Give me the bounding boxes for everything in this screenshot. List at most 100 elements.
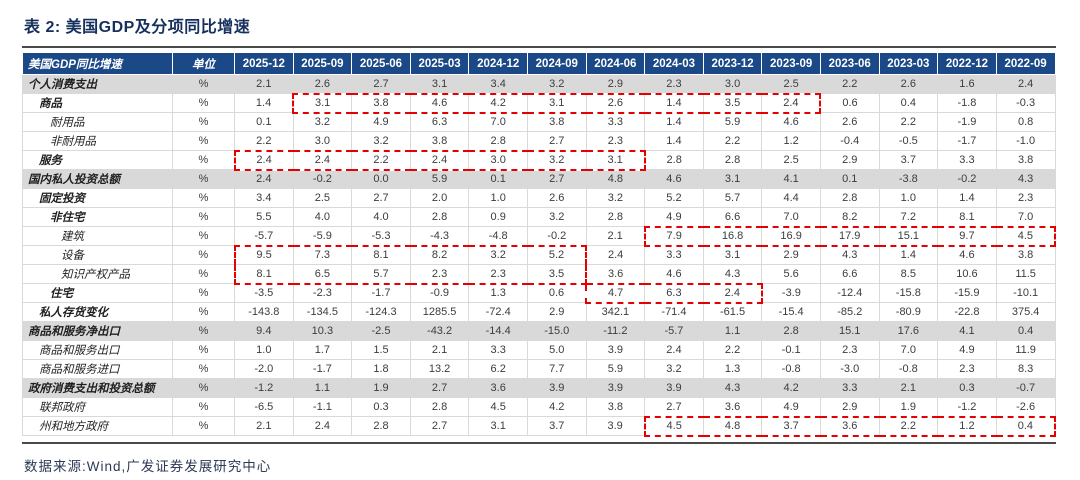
value-cell: -0.7 xyxy=(995,378,1056,398)
value-cell: 6.6 xyxy=(819,264,880,284)
value-cell: -1.7 xyxy=(292,359,353,379)
value-cell: 3.9 xyxy=(585,416,646,436)
value-cell: -3.8 xyxy=(878,169,939,189)
value-cell: 4.9 xyxy=(644,207,704,227)
value-cell: 2.4 xyxy=(644,340,704,360)
value-cell: 2.5 xyxy=(761,74,821,94)
column-header: 2022-12 xyxy=(937,52,997,75)
value-cell: -15.8 xyxy=(878,283,939,303)
value-cell: 2.1 xyxy=(409,340,470,360)
value-cell: -2.3 xyxy=(292,283,353,303)
value-cell: -15.4 xyxy=(761,302,821,322)
value-cell: -1.9 xyxy=(937,112,997,132)
value-cell: 3.4 xyxy=(468,74,528,94)
value-cell: 342.1 xyxy=(585,302,646,322)
value-cell: -11.2 xyxy=(585,321,646,341)
table-row: 商品和服务出口% 1.0 1.7 1.5 2.1 3.3 5.0 3.9 2.4 2.2 -0.1 2… xyxy=(22,340,1056,360)
value-cell: -5.7 xyxy=(644,321,704,341)
value-cell: -80.9 xyxy=(878,302,939,322)
value-cell: 4.0 xyxy=(351,207,411,227)
table-row: 州和地方政府% 2.1 2.4 2.8 2.7 3.1 3.7 3.9 4.5 4.8 3.7 3.6… xyxy=(22,415,1056,437)
value-cell: -2.6 xyxy=(995,397,1056,417)
value-cell: 4.8 xyxy=(585,169,646,189)
value-cell: 17.6 xyxy=(878,321,939,341)
column-header: 2023-12 xyxy=(702,52,763,75)
highlighted-value-cell: 5.2 xyxy=(526,244,588,265)
unit-cell: % xyxy=(172,359,235,379)
value-cell: 13.2 xyxy=(409,359,470,379)
value-cell: 4.3 xyxy=(995,169,1056,189)
value-cell: -71.4 xyxy=(644,302,704,322)
value-cell: 3.8 xyxy=(995,245,1056,265)
highlighted-value-cell: 2.2 xyxy=(878,415,939,437)
value-cell: -0.8 xyxy=(878,359,939,379)
unit-cell: % xyxy=(172,340,235,360)
value-cell: 0.8 xyxy=(995,112,1056,132)
value-cell: 1.0 xyxy=(234,340,294,360)
value-cell: 1.4 xyxy=(878,245,939,265)
unit-cell: % xyxy=(172,169,235,189)
row-label: 商品 xyxy=(22,93,173,113)
value-cell: 2.6 xyxy=(819,112,880,132)
value-cell: 3.9 xyxy=(644,378,704,398)
value-cell: 2.6 xyxy=(292,74,353,94)
unit-cell: % xyxy=(172,131,235,151)
value-cell: -5.3 xyxy=(351,226,411,246)
value-cell: 2.8 xyxy=(585,207,646,227)
table-row: 建筑% -5.7 -5.9 -5.3 -4.3 -4.8 -0.2 2.1 7.9 16.8 16.… xyxy=(22,225,1056,247)
column-header: 2025-12 xyxy=(234,52,294,75)
value-cell: 3.6 xyxy=(468,378,528,398)
value-cell: -15.0 xyxy=(526,321,587,341)
value-cell: 8.2 xyxy=(819,207,880,227)
table-row: 私人存货变化% -143.8 -134.5 -124.3 1285.5 -72.4 2.9 3… xyxy=(22,302,1056,322)
value-cell: 1.0 xyxy=(468,188,528,208)
value-cell: 11.9 xyxy=(995,340,1056,360)
value-cell: 1.3 xyxy=(702,359,763,379)
highlighted-value-cell: 3.2 xyxy=(526,149,587,171)
value-cell: 2.1 xyxy=(234,416,294,436)
value-cell: -12.4 xyxy=(819,283,880,303)
value-cell: -1.2 xyxy=(937,397,997,417)
column-header: 2023-06 xyxy=(819,52,880,75)
value-cell: 2.3 xyxy=(819,340,880,360)
value-cell: 5.6 xyxy=(761,264,821,284)
row-label: 私人存货变化 xyxy=(22,302,173,322)
value-cell: 5.9 xyxy=(702,112,763,132)
value-cell: -0.1 xyxy=(761,340,821,360)
value-cell: 7.0 xyxy=(468,112,528,132)
value-cell: 0.6 xyxy=(526,283,587,303)
unit-cell: % xyxy=(172,207,235,227)
value-cell: -0.2 xyxy=(292,169,353,189)
value-cell: 3.6 xyxy=(702,397,763,417)
value-cell: 2.7 xyxy=(351,74,411,94)
row-label: 非耐用品 xyxy=(22,131,173,151)
value-cell: 8.3 xyxy=(995,359,1056,379)
highlighted-value-cell: 4.5 xyxy=(995,225,1056,247)
column-header: 2024-09 xyxy=(526,52,587,75)
value-cell: -1.7 xyxy=(351,283,411,303)
row-label: 耐用品 xyxy=(22,112,173,132)
highlighted-value-cell: 2.2 xyxy=(351,149,411,171)
highlighted-value-cell: 16.9 xyxy=(761,225,821,247)
unit-cell: % xyxy=(172,397,235,417)
value-cell: -5.7 xyxy=(234,226,294,246)
value-cell: -10.1 xyxy=(995,283,1056,303)
highlighted-value-cell: 3.5 xyxy=(702,92,763,114)
value-cell: 4.2 xyxy=(526,397,587,417)
value-cell: 3.4 xyxy=(234,188,294,208)
column-header: 美国GDP同比增速 xyxy=(22,52,173,75)
value-cell: -15.9 xyxy=(937,283,997,303)
column-header: 2025-03 xyxy=(409,52,470,75)
value-cell: 1.4 xyxy=(937,188,997,208)
unit-cell: % xyxy=(172,416,235,436)
value-cell: 10.3 xyxy=(292,321,353,341)
highlighted-value-cell: 4.8 xyxy=(702,415,763,437)
column-header: 2025-09 xyxy=(292,52,353,75)
value-cell: 1.6 xyxy=(937,74,997,94)
value-cell: 2.9 xyxy=(819,397,880,417)
highlighted-value-cell: 1.2 xyxy=(937,415,997,437)
table-row: 设备% 9.5 7.3 8.1 8.2 3.2 5.2 2.4 3.3 3.1 2.9 4.3 1.4 4… xyxy=(22,244,1056,265)
value-cell: 8.5 xyxy=(878,264,939,284)
value-cell: -6.5 xyxy=(234,397,294,417)
value-cell: 7.2 xyxy=(878,207,939,227)
